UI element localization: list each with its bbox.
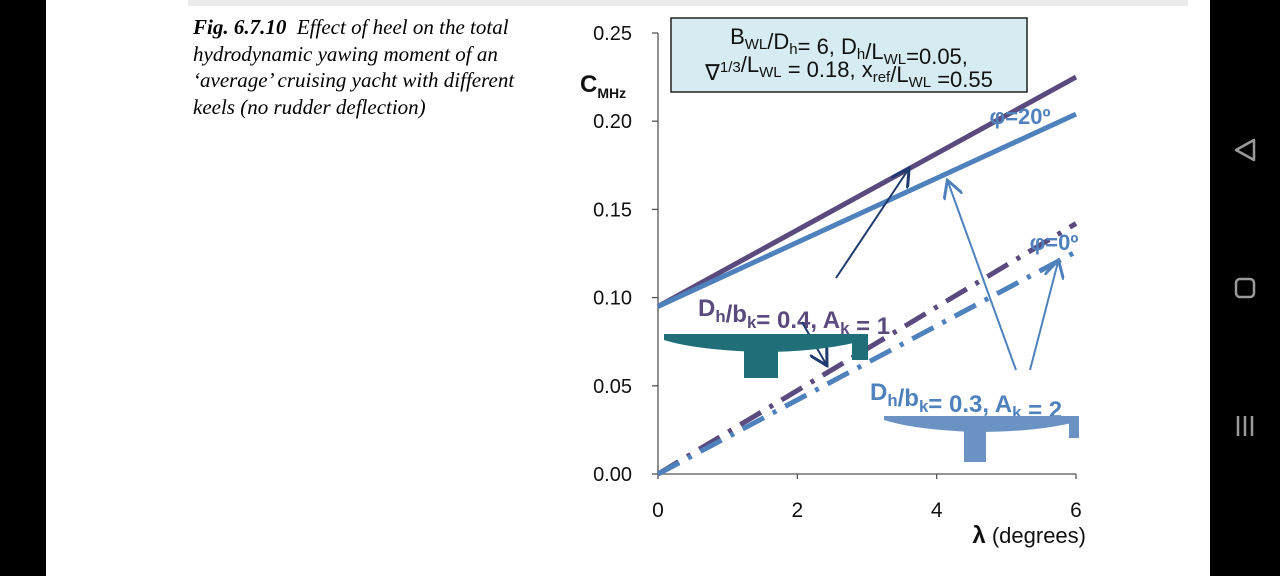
recents-icon [1236,416,1254,436]
x-tick-label: 6 [1070,499,1082,522]
caption-text: Effect of heel on the total hydrodynamic… [193,15,515,119]
y-tick-label: 0.00 [593,464,632,486]
keel-2-rudder [1069,416,1079,438]
y-axis-label: CMHz [580,71,626,101]
x-tick-label: 4 [931,499,943,522]
keel-1-fin [744,346,778,378]
x-tick-label: 2 [791,499,803,522]
series-line [656,111,1078,309]
phi-20-label: φ=20º [989,104,1050,129]
back-button[interactable] [1230,135,1260,165]
y-tick-label: 0.20 [593,111,632,133]
arrow-keel2-phi0 [1029,262,1058,371]
y-tick-label: 0.25 [593,23,632,45]
keel-1-label: Dh/bk= 0.4, Ak = 1 [698,295,890,340]
figure-label: Fig. 6.7.10 [193,15,287,39]
y-tick-label: 0.10 [593,288,632,310]
home-button[interactable] [1230,273,1260,303]
recents-button[interactable] [1230,411,1260,441]
y-tick-label: 0.05 [593,376,632,398]
arrow-keel1-phi20 [835,170,908,279]
back-icon [1234,138,1256,162]
android-nav-bar [1210,0,1280,576]
x-axis-label: λ (degrees) [972,522,1086,549]
figure-caption: Fig. 6.7.10 Effect of heel on the total … [193,14,523,120]
series-line [656,74,1078,309]
phi-0-label: φ=0º [1030,230,1079,255]
arrow-keel2-phi20 [948,182,1017,371]
x-tick-label: 0 [652,499,664,522]
home-icon [1234,277,1256,299]
page: Fig. 6.7.10 Effect of heel on the total … [46,0,1210,576]
keel-1-rudder [852,334,868,360]
chart: 0.00 0.05 0.10 0.15 0.20 0.25 0 2 4 6 CMHz λ (degre… [580,17,1086,549]
keel-2-fin [964,428,986,462]
keel-1-hull [664,334,858,352]
y-tick-label: 0.15 [593,199,632,221]
series-line [656,249,1078,477]
keel-2-hull [884,416,1076,432]
params-box [670,17,1028,93]
top-strip [188,0,1188,6]
